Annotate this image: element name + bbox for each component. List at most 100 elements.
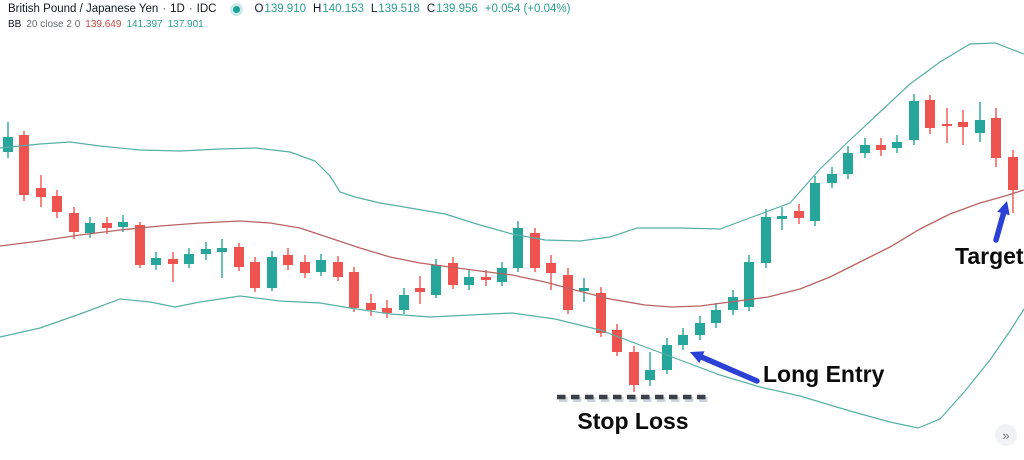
stop-loss-label: Stop Loss: [577, 408, 688, 434]
candle-body: [333, 262, 343, 277]
bollinger-bands: [0, 42, 1024, 429]
candle-body: [481, 277, 491, 280]
annotations: Stop Loss Long Entry Target: [557, 201, 1024, 434]
high-key: H: [313, 3, 322, 15]
candle-body: [975, 120, 985, 133]
candle-body: [217, 248, 227, 252]
candle-body: [69, 213, 79, 232]
candle-body: [52, 196, 62, 212]
candle-body: [497, 268, 507, 282]
candle-body: [513, 228, 523, 268]
candle-body: [810, 183, 820, 221]
candle-body: [892, 142, 902, 148]
long-entry-arrow-icon-shaft: [699, 354, 760, 384]
candle-body: [283, 255, 293, 265]
candle-body: [876, 145, 886, 150]
candle-body: [151, 258, 161, 265]
bb-lower-band-line: [0, 295, 1024, 429]
candle-body: [250, 262, 260, 288]
long-entry-arrow-icon: [690, 351, 760, 384]
target-arrow-icon: [993, 201, 1010, 243]
candle-body: [366, 303, 376, 310]
market-status-dot-icon[interactable]: [233, 5, 241, 13]
candle-body: [316, 260, 326, 272]
target-label: Target: [955, 243, 1024, 269]
collapse-panel-button[interactable]: »: [995, 424, 1017, 446]
candle-body: [827, 174, 837, 183]
candle-body: [431, 265, 441, 295]
candle-body: [448, 263, 458, 285]
target-arrow-icon-shaft: [993, 210, 1007, 243]
candle-body: [744, 262, 754, 307]
candle-body: [168, 259, 178, 264]
candle-body: [201, 249, 211, 254]
low-value: 139.518: [378, 3, 420, 15]
ohlc-readout: O139.910 H140.153 L139.518 C139.956 +0.0…: [254, 2, 570, 16]
candle-body: [695, 323, 705, 335]
candle-body: [3, 137, 13, 152]
high-value: 140.153: [322, 3, 364, 15]
candle-body: [546, 263, 556, 273]
candle-body: [678, 335, 688, 345]
close-key: C: [426, 3, 436, 15]
low-key: L: [370, 3, 378, 15]
candle-body: [135, 225, 145, 265]
long-entry-label: Long Entry: [763, 361, 885, 387]
candle-body: [843, 153, 853, 174]
candle-body: [415, 288, 425, 292]
separator-dot: ·: [162, 3, 167, 15]
long-entry-arrow-icon-head: [690, 351, 705, 364]
data-source-label: IDC: [196, 3, 217, 15]
candle-body: [579, 288, 589, 291]
candle-body: [958, 122, 968, 127]
candle-body: [645, 370, 655, 380]
bb-basis-line: [0, 189, 1024, 308]
symbol-row[interactable]: British Pound / Japanese Yen · 1D · IDC …: [8, 2, 570, 16]
candle-body: [777, 216, 787, 219]
bb-upper-value: 141.397: [126, 19, 163, 30]
candle-body: [909, 101, 919, 140]
candle-body: [36, 188, 46, 197]
candle-body: [1008, 157, 1018, 190]
candle-body: [728, 297, 738, 310]
close-value: 139.956: [436, 3, 478, 15]
bb-upper-band-line: [0, 42, 1024, 242]
symbol-title[interactable]: British Pound / Japanese Yen: [8, 3, 159, 15]
candle-body: [925, 100, 935, 128]
indicator-row[interactable]: BB 20 close 2 0 139.649 141.397 137.901: [8, 19, 570, 31]
candle-body: [860, 145, 870, 153]
change-value: +0.054 (+0.04%): [484, 3, 571, 15]
candle-body: [942, 124, 952, 126]
candle-body: [349, 272, 359, 308]
candle-body: [85, 223, 95, 233]
candle-body: [399, 295, 409, 310]
candle-body: [300, 262, 310, 273]
separator-dot: ·: [188, 3, 193, 15]
candle-body: [629, 352, 639, 385]
candle-body: [19, 135, 29, 195]
bb-lower-value: 137.901: [167, 19, 204, 30]
candle-body: [464, 277, 474, 285]
timeframe-label[interactable]: 1D: [170, 3, 185, 15]
candle-body: [267, 257, 277, 288]
candle-body: [662, 345, 672, 370]
candle-body: [711, 310, 721, 323]
candle-body: [184, 254, 194, 264]
candle-body: [991, 118, 1001, 158]
indicator-params: 20 close 2 0: [26, 19, 81, 30]
candle-body: [794, 211, 804, 218]
candle-body: [234, 247, 244, 267]
chart-legend: British Pound / Japanese Yen · 1D · IDC …: [8, 2, 570, 31]
target-arrow-icon-head: [997, 201, 1010, 216]
candle-body: [761, 217, 771, 263]
candle-body: [382, 308, 392, 313]
open-key: O: [254, 3, 264, 15]
candle-body: [596, 293, 606, 333]
candle-body: [612, 330, 622, 352]
open-value: 139.910: [264, 3, 306, 15]
candle-body: [563, 275, 573, 310]
indicator-name: BB: [8, 19, 22, 30]
candle-body: [102, 223, 112, 228]
